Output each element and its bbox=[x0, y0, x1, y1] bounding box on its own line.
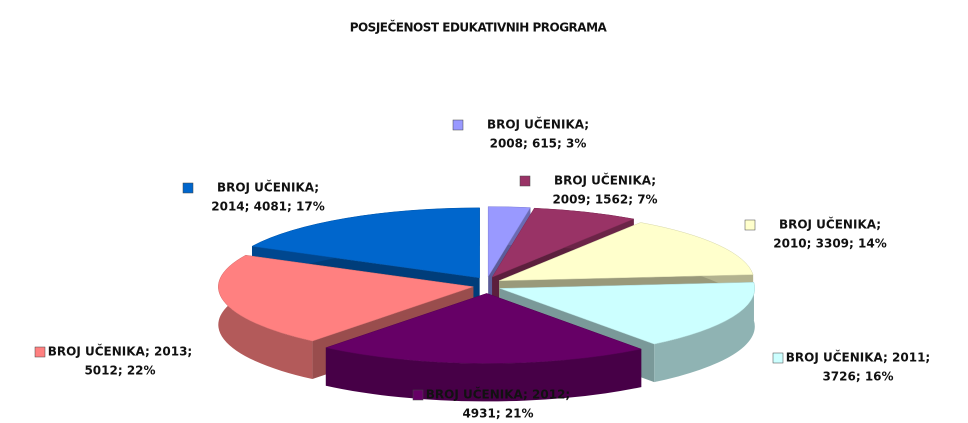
chart-title: POSJEČENOST EDUKATIVNIH PROGRAMA bbox=[350, 20, 608, 35]
data-label: BROJ UČENIKA; bbox=[779, 217, 881, 232]
label-key bbox=[452, 119, 464, 131]
label-key bbox=[519, 175, 531, 187]
data-label: 5012; 22% bbox=[84, 364, 155, 378]
data-label: BROJ UČENIKA; bbox=[217, 180, 319, 195]
data-label: 2014; 4081; 17% bbox=[211, 200, 324, 214]
pie-slice bbox=[218, 254, 474, 342]
slice-wall bbox=[654, 282, 755, 383]
data-label: BROJ UČENIKA; 2012; bbox=[426, 387, 570, 402]
label-key bbox=[772, 352, 784, 364]
data-label: 2010; 3309; 14% bbox=[773, 237, 886, 251]
data-label: BROJ UČENIKA; 2011; bbox=[786, 350, 930, 365]
data-label: 2009; 1562; 7% bbox=[552, 193, 657, 207]
label-key bbox=[744, 219, 756, 231]
data-label: 4931; 21% bbox=[462, 407, 533, 421]
pie-slice bbox=[487, 206, 531, 278]
pie-slice bbox=[499, 282, 756, 345]
pie-slice bbox=[498, 222, 754, 281]
label-key bbox=[34, 346, 46, 358]
data-label: 2008; 615; 3% bbox=[490, 137, 587, 151]
pie-slice bbox=[251, 207, 480, 279]
pie-slice bbox=[324, 293, 643, 364]
slice bbox=[324, 293, 643, 402]
pie-slice bbox=[491, 207, 635, 278]
label-key bbox=[412, 389, 424, 401]
data-label: BROJ UČENIKA; bbox=[554, 173, 656, 188]
data-label: BROJ UČENIKA; bbox=[487, 117, 589, 132]
slice-wall bbox=[325, 347, 642, 402]
label-key bbox=[182, 182, 194, 194]
data-label: BROJ UČENIKA; 2013; bbox=[48, 344, 192, 359]
data-label: 3726; 16% bbox=[822, 370, 893, 384]
